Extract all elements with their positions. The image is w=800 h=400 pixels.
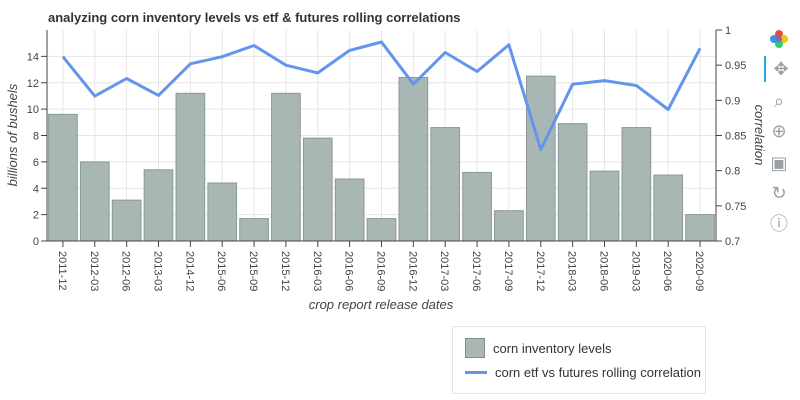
y-left-axis-label: billions of bushels [5, 83, 20, 186]
x-tick-label: 2018-06 [598, 251, 610, 291]
x-tick-label: 2015-09 [247, 251, 259, 291]
y-left-tick-label: 0 [33, 236, 39, 248]
x-tick-label: 2012-06 [120, 251, 132, 291]
bar [653, 174, 684, 242]
y-left-tick-label: 10 [27, 104, 39, 116]
bar [685, 214, 715, 242]
x-tick-label: 2016-03 [311, 251, 323, 291]
x-tick-label: 2017-09 [502, 251, 514, 291]
y-right-tick-labels: 0.7 0.75 0.8 0.85 0.9 0.95 1 [725, 25, 746, 248]
y-right-axis-label: correlation [752, 105, 767, 166]
chart-title: analyzing corn inventory levels vs etf &… [48, 10, 461, 25]
axes [41, 29, 722, 247]
bar [334, 178, 365, 242]
pan-icon[interactable]: ✥ [764, 56, 796, 82]
x-tick-labels: 2011-12 2012-03 2012-06 2013-03 2014-12 2015-… [56, 251, 705, 291]
chart-toolbar: ✥ ⌕ ⊕ ▣ ↻ ⓘ [764, 26, 794, 256]
bar [525, 75, 556, 242]
y-left-tick-labels: 0 2 4 6 8 10 12 14 [27, 51, 39, 248]
save-icon[interactable]: ▣ [770, 152, 788, 174]
legend-line-label: corn etf vs futures rolling correlation [495, 364, 701, 380]
x-tick-label: 2014-12 [183, 251, 195, 291]
x-tick-label: 2017-06 [470, 251, 482, 291]
bar [398, 76, 429, 242]
bar [175, 92, 206, 242]
y-left-tick-label: 14 [27, 51, 39, 63]
box-zoom-icon[interactable]: ⌕ [773, 90, 785, 112]
legend-item-bars: corn inventory levels [465, 336, 612, 360]
y-right-tick-label: 0.8 [725, 166, 740, 178]
x-tick-label: 2019-03 [629, 251, 641, 291]
x-tick-label: 2018-03 [566, 251, 578, 291]
y-right-tick-label: 0.85 [725, 131, 746, 143]
x-tick-label: 2016-09 [375, 251, 387, 291]
x-tick-label: 2017-03 [438, 251, 450, 291]
legend-item-line: corn etf vs futures rolling correlation [465, 360, 701, 384]
x-tick-label: 2015-12 [279, 251, 291, 291]
x-tick-label: 2013-03 [152, 251, 164, 291]
legend: corn inventory levels corn etf vs future… [452, 326, 706, 394]
bar [207, 182, 238, 242]
y-left-tick-label: 6 [33, 157, 39, 169]
y-right-tick-label: 0.95 [725, 60, 746, 72]
help-icon[interactable]: ⓘ [770, 214, 788, 235]
x-tick-label: 2012-03 [88, 251, 100, 291]
bar [302, 137, 333, 242]
legend-bar-swatch [465, 338, 485, 358]
y-left-tick-label: 8 [33, 131, 39, 143]
bar [271, 92, 301, 242]
bokeh-logo-icon [764, 26, 794, 52]
y-right-tick-label: 0.7 [725, 236, 740, 248]
bar [589, 170, 620, 242]
bar [79, 161, 110, 242]
bar [462, 171, 492, 242]
x-tick-label: 2015-06 [215, 251, 227, 291]
reset-icon[interactable]: ↻ [771, 182, 787, 204]
bar [143, 169, 174, 242]
x-tick-label: 2017-12 [534, 251, 546, 291]
x-tick-label: 2016-12 [406, 251, 418, 291]
bar [430, 127, 461, 242]
y-right-tick-label: 0.75 [725, 201, 746, 213]
x-tick-label: 2016-06 [343, 251, 355, 291]
x-axis-label: crop report release dates [309, 297, 454, 312]
bar [239, 218, 269, 242]
x-tick-label: 2011-12 [56, 251, 68, 291]
bar [366, 218, 397, 242]
bar [557, 123, 588, 242]
legend-line-swatch [465, 370, 487, 374]
y-left-tick-label: 12 [27, 78, 39, 90]
y-right-tick-label: 1 [725, 25, 731, 37]
x-tick-label: 2020-06 [661, 251, 673, 291]
legend-bar-label: corn inventory levels [493, 340, 612, 356]
bar [621, 127, 652, 242]
bars [48, 75, 715, 242]
y-left-tick-label: 2 [33, 210, 39, 222]
y-left-tick-label: 4 [33, 183, 39, 195]
x-tick-label: 2020-09 [693, 251, 705, 291]
bar [494, 210, 524, 242]
bar [111, 199, 142, 242]
y-right-tick-label: 0.9 [725, 95, 740, 107]
wheel-zoom-icon[interactable]: ⊕ [771, 120, 787, 142]
correlation-line [61, 40, 702, 152]
bar [48, 113, 78, 242]
